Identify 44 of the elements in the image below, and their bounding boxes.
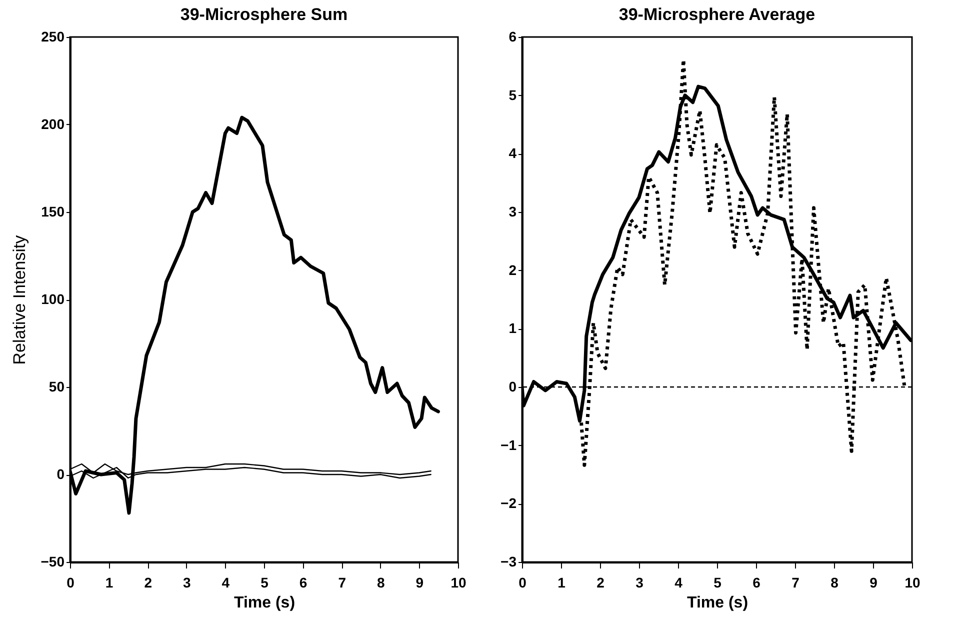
y-tick-label: −3 [500,554,517,570]
y-tick-label: 100 [41,291,65,307]
x-tick-label: 4 [222,574,230,590]
y-tick-label: 0 [508,378,517,394]
y-tick-label: 3 [508,204,517,220]
x-tick-label: 10 [904,574,920,590]
chart-title: 39-Microsphere Average [618,5,816,24]
x-tick-label: 8 [377,574,385,590]
y-tick-label: 150 [41,204,65,220]
y-tick-label: 200 [41,116,65,132]
x-tick-label: 2 [144,574,152,590]
x-tick-label: 10 [450,574,466,590]
y-tick-label: −2 [500,495,517,512]
x-tick-label: 4 [674,574,683,590]
y-tick-label: 1 [508,320,517,336]
x-tick-label: 1 [558,574,566,590]
x-tick-label: 2 [596,574,605,590]
y-tick-label: 6 [508,28,517,44]
x-tick-label: 3 [636,574,644,590]
x-tick-label: 6 [299,574,308,590]
x-tick-label: 7 [792,574,800,590]
y-tick-label: 5 [508,86,517,103]
y-tick-label: 50 [48,378,65,394]
y-tick-label: −50 [40,554,65,570]
x-tick-label: 6 [752,574,761,590]
x-tick-label: 7 [338,574,346,590]
x-axis-title: Time (s) [234,594,296,612]
x-tick-label: 9 [870,574,878,590]
x-tick-label: 5 [260,574,269,590]
x-tick-label: 0 [66,574,75,590]
y-tick-label: 2 [508,262,517,278]
x-tick-label: 5 [714,574,722,590]
y-tick-label: −1 [500,436,517,453]
x-tick-label: 3 [183,574,191,590]
x-tick-label: 8 [830,574,839,590]
y-tick-label: 4 [508,145,517,162]
y-tick-label: 250 [41,28,65,44]
y-axis-title: Relative Intensity [10,234,29,365]
x-tick-label: 1 [105,574,114,590]
y-tick-label: 0 [56,466,65,482]
x-axis-title: Time (s) [686,594,748,612]
x-tick-label: 0 [518,574,527,590]
x-tick-label: 9 [416,574,424,590]
chart-title: 39-Microsphere Sum [180,5,348,24]
